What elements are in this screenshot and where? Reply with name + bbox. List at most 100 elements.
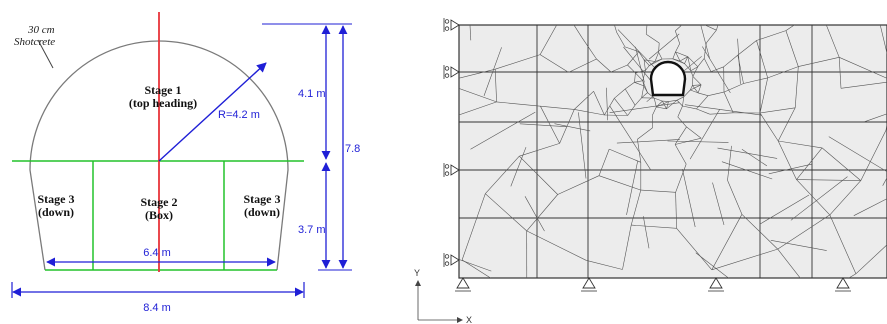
mesh-edge	[692, 76, 702, 86]
mesh-edge	[641, 85, 645, 98]
mesh-edge	[777, 140, 797, 180]
mesh-edge	[700, 25, 710, 59]
mesh-edge	[653, 98, 657, 108]
mesh-edge	[864, 113, 887, 122]
pin-support-icon	[709, 277, 723, 289]
mesh-edge	[777, 248, 801, 278]
axis-y-label: Y	[414, 268, 420, 278]
mesh-edge	[557, 175, 600, 195]
stage3-left-subtitle: (down)	[38, 205, 74, 219]
mesh-edge	[519, 155, 558, 195]
mesh-edge	[677, 105, 683, 118]
mesh-edge	[656, 106, 667, 110]
mesh-edge	[690, 70, 694, 77]
mesh-edge	[703, 58, 712, 72]
mesh-edge	[675, 25, 683, 32]
roller-support-icon	[450, 164, 460, 176]
mesh-edge	[675, 51, 681, 62]
roller-support-icon	[450, 66, 460, 78]
mesh-edge	[675, 192, 677, 229]
mesh-edge	[711, 248, 778, 271]
mesh-edge	[658, 52, 663, 60]
mesh-edge	[829, 214, 857, 274]
mesh-edge	[645, 25, 648, 35]
mesh-edge	[687, 56, 699, 67]
mesh-edge	[696, 108, 710, 115]
mesh-edge	[520, 3, 565, 10]
mesh-edge	[616, 32, 626, 48]
mesh-edge	[690, 66, 698, 71]
mesh-edge	[634, 97, 642, 106]
mesh-edge	[672, 51, 676, 59]
mesh-edge	[642, 80, 648, 93]
mesh-edge	[712, 182, 725, 225]
mesh-edge	[677, 116, 687, 128]
mesh-edge	[777, 107, 796, 142]
mesh-edge	[675, 163, 687, 193]
pin-support-icon	[582, 277, 596, 289]
mesh-edge	[674, 126, 687, 145]
mesh-edge	[710, 66, 724, 72]
mesh-edge	[586, 260, 623, 270]
mesh-edge	[496, 101, 541, 107]
mesh-edge	[683, 89, 691, 98]
mesh-edge	[609, 148, 641, 163]
mesh-edge	[494, 69, 497, 102]
mesh-edge	[539, 54, 569, 73]
roller-wheel-icon	[444, 171, 450, 176]
mesh-edge	[524, 196, 545, 232]
axis-indicator: Y X	[414, 268, 472, 324]
mesh-edge	[666, 101, 669, 109]
mesh-edge	[767, 66, 799, 79]
mesh-edge	[676, 96, 684, 101]
mesh-edge	[459, 68, 496, 79]
mesh-edge	[668, 99, 678, 102]
dim-lower-height-label: 3.7 m	[298, 224, 326, 236]
mesh-edge	[689, 109, 720, 160]
mesh-edge	[759, 107, 796, 114]
mesh-edge	[485, 155, 520, 194]
mesh-edge	[743, 77, 768, 84]
axis-x-label: X	[466, 315, 472, 324]
mesh-edge	[622, 225, 632, 270]
shotcrete-leader	[37, 39, 54, 69]
roller-wheel-icon	[444, 26, 450, 31]
mesh-edge	[723, 54, 738, 68]
roller-support-icon	[450, 254, 460, 266]
mesh-edge	[442, 82, 447, 119]
mesh-edge	[679, 60, 685, 64]
mesh-edge	[598, 175, 641, 191]
mesh-edge	[624, 88, 636, 106]
mesh-edge	[768, 163, 812, 175]
mesh-edge	[853, 198, 887, 216]
mesh-edge	[692, 85, 699, 94]
mesh-edge	[540, 105, 575, 110]
mesh-edge	[692, 0, 723, 9]
mesh-edge	[820, 3, 875, 8]
mesh-edge	[539, 25, 558, 55]
mesh-edge	[679, 56, 688, 62]
mesh-edge	[631, 224, 677, 229]
mesh-edge	[756, 30, 786, 41]
mesh-edge	[638, 51, 645, 60]
mesh-edge	[470, 111, 536, 150]
mesh-edge	[635, 46, 645, 83]
mesh-edge	[690, 0, 692, 18]
finite-element-mesh: Y X	[414, 0, 887, 324]
tunnel-cross-section: 30 cm Shotcrete R=4.2 m Stage 1 (top hea…	[11, 12, 360, 314]
radius-label: R=4.2 m	[218, 109, 260, 121]
axis-y-arrow	[415, 280, 421, 286]
mesh-edge	[704, 25, 717, 31]
mesh-edge	[690, 89, 699, 94]
roller-wheel-icon	[444, 261, 450, 266]
mesh-edge	[578, 112, 587, 179]
mesh-edge	[684, 63, 692, 71]
mesh-lines	[442, 0, 887, 278]
mesh-edge	[656, 101, 669, 108]
mesh-edge	[614, 88, 626, 99]
mesh-edge	[698, 92, 709, 96]
mesh-edge	[794, 66, 799, 108]
mesh-edge	[709, 112, 734, 115]
mesh-edge	[627, 105, 636, 116]
